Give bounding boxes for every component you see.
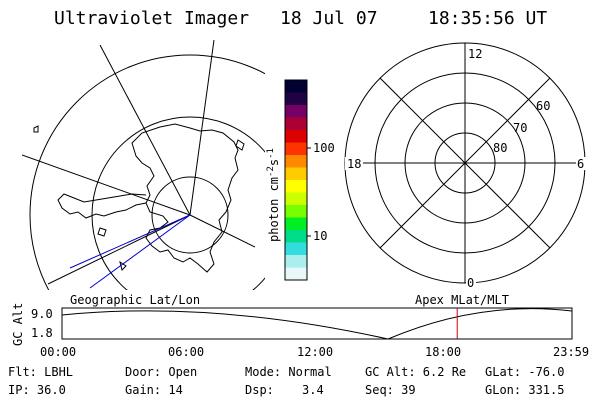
colorbar-band	[285, 192, 307, 206]
polar-lat-80: 80	[493, 141, 507, 155]
orbit-track-line	[69, 214, 191, 269]
ip-field: IP: 36.0	[8, 383, 66, 397]
apex-label: Apex MLat/MLT	[415, 293, 509, 307]
orbit-track-line	[89, 214, 191, 289]
seq-field: Seq: 39	[365, 383, 416, 397]
gain-field: Gain: 14	[125, 383, 183, 397]
colorbar-band	[285, 117, 307, 131]
colorbar-band	[285, 142, 307, 156]
meridian-line	[47, 214, 191, 285]
polar-mlt-0: 0	[467, 276, 474, 290]
meridian-line	[189, 214, 256, 248]
colorbar-band	[285, 130, 307, 143]
colorbar-tick-label-100: 100	[313, 141, 335, 155]
latitude-circle	[29, 54, 265, 290]
island-coastline	[33, 125, 39, 133]
meridian-line	[99, 44, 191, 216]
intensity-colorbar: 100 10 photon cm-2s-1	[266, 79, 335, 281]
geographic-label: Geographic Lat/Lon	[70, 293, 200, 307]
y-tick-top: 9.0	[31, 307, 53, 321]
island-coastline	[97, 227, 107, 237]
polar-lat-60: 60	[536, 99, 550, 113]
timeline-tick-label: 00:00	[40, 345, 76, 359]
apex-polar-plot	[344, 42, 586, 284]
y-tick-bottom: 1.8	[31, 326, 53, 340]
polar-mlt-12: 12	[468, 47, 482, 61]
label-backdrop	[576, 157, 586, 170]
timeline-tick-label: 23:59	[553, 345, 589, 359]
timeline-frame	[61, 307, 573, 340]
label-backdrop	[466, 276, 476, 289]
colorbar-band	[285, 230, 307, 243]
antarctica-coastline	[131, 123, 239, 273]
colorbar-tick-label-10: 10	[313, 229, 327, 243]
meridian-line	[189, 40, 215, 216]
label-backdrop	[466, 47, 484, 61]
mode-field: Mode: Normal	[245, 365, 332, 379]
timeline-tick-label: 12:00	[297, 345, 333, 359]
latitude-circle	[91, 116, 265, 290]
gc-alt-axis-label: GC Alt	[11, 303, 25, 346]
colorbar-gradient	[285, 80, 307, 281]
door-field: Door: Open	[125, 365, 197, 379]
timeline-tick-label: 06:00	[168, 345, 204, 359]
gc-altitude-timeline	[61, 307, 573, 340]
colorbar-band	[285, 105, 307, 118]
colorbar-band	[285, 167, 307, 181]
colorbar-band	[285, 267, 307, 281]
dsp-label: Dsp:	[245, 383, 274, 397]
colorbar-band	[285, 242, 307, 256]
timeline-tick-label: 18:00	[425, 345, 461, 359]
colorbar-band	[285, 92, 307, 106]
latitude-circle	[151, 176, 229, 254]
filter-field: Flt: LBHL	[8, 365, 73, 379]
glat-field: GLat: -76.0	[485, 365, 564, 379]
header-date: 18 Jul 07	[280, 8, 378, 29]
colorbar-band	[285, 155, 307, 168]
colorbar-band	[285, 180, 307, 193]
colorbar-frame	[284, 79, 308, 281]
colorbar-band	[285, 80, 307, 93]
glon-field: GLon: 331.5	[485, 383, 564, 397]
polar-mlt-18: 18	[347, 157, 361, 171]
island-coastline	[235, 139, 245, 151]
colorbar-band	[285, 255, 307, 268]
gc-alt-field: GC Alt: 6.2 Re	[365, 365, 466, 379]
imager-title: Ultraviolet Imager	[54, 8, 249, 29]
altitude-curve	[61, 308, 573, 340]
polar-diagonal	[379, 77, 551, 249]
polar-lat-70: 70	[513, 121, 527, 135]
polar-mlt-6: 6	[577, 157, 584, 171]
colorbar-unit-label: photon cm-2s-1	[266, 148, 281, 242]
header-time: 18:35:56 UT	[428, 8, 547, 29]
colorbar-band	[285, 205, 307, 218]
dsp-value: 3.4	[302, 383, 324, 397]
meridian-line	[22, 154, 191, 216]
label-backdrop	[345, 157, 363, 170]
colorbar-band	[285, 217, 307, 231]
geographic-map-panel	[22, 40, 265, 290]
peninsula-coastline	[57, 193, 147, 219]
